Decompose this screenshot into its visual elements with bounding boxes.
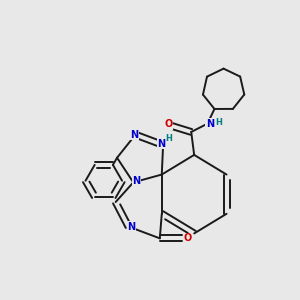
Text: N: N <box>127 222 135 232</box>
Text: O: O <box>164 119 173 129</box>
Text: N: N <box>130 130 138 140</box>
Text: N: N <box>158 139 166 148</box>
Text: H: H <box>215 118 222 127</box>
Text: N: N <box>132 176 140 186</box>
Text: H: H <box>165 134 172 143</box>
Text: N: N <box>206 119 214 129</box>
Text: O: O <box>183 233 191 243</box>
